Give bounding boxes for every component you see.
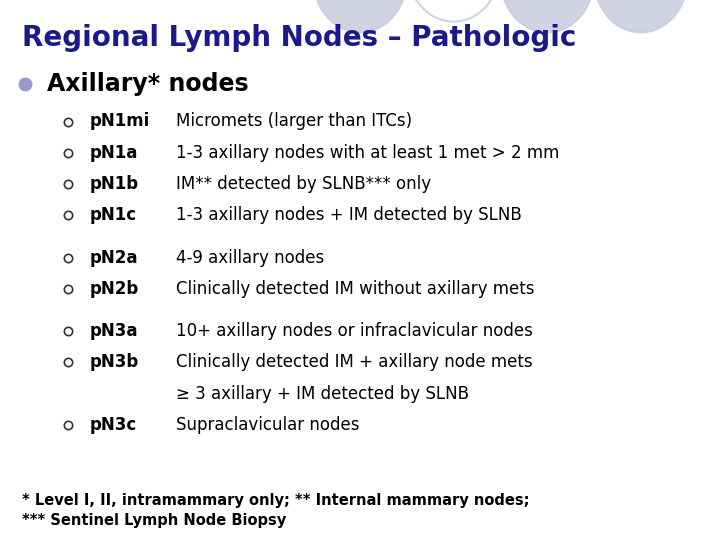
- Text: 4-9 axillary nodes: 4-9 axillary nodes: [176, 248, 325, 267]
- Text: 1-3 axillary nodes + IM detected by SLNB: 1-3 axillary nodes + IM detected by SLNB: [176, 206, 522, 225]
- Text: Clinically detected IM + axillary node mets: Clinically detected IM + axillary node m…: [176, 353, 533, 372]
- Text: pN1a: pN1a: [90, 144, 138, 162]
- Text: pN2b: pN2b: [90, 280, 139, 298]
- Ellipse shape: [594, 0, 688, 32]
- Text: IM** detected by SLNB*** only: IM** detected by SLNB*** only: [176, 175, 431, 193]
- Ellipse shape: [313, 0, 407, 32]
- Text: ≥ 3 axillary + IM detected by SLNB: ≥ 3 axillary + IM detected by SLNB: [176, 384, 469, 403]
- Text: pN1mi: pN1mi: [90, 112, 150, 131]
- Text: Supraclavicular nodes: Supraclavicular nodes: [176, 416, 360, 434]
- Text: pN1c: pN1c: [90, 206, 137, 225]
- Text: pN3a: pN3a: [90, 322, 138, 340]
- Text: pN2a: pN2a: [90, 248, 138, 267]
- Text: *** Sentinel Lymph Node Biopsy: *** Sentinel Lymph Node Biopsy: [22, 513, 286, 528]
- Text: pN3b: pN3b: [90, 353, 139, 372]
- Text: 10+ axillary nodes or infraclavicular nodes: 10+ axillary nodes or infraclavicular no…: [176, 322, 534, 340]
- Text: pN3c: pN3c: [90, 416, 138, 434]
- Ellipse shape: [500, 0, 594, 32]
- Text: Regional Lymph Nodes – Pathologic: Regional Lymph Nodes – Pathologic: [22, 24, 576, 52]
- Text: Clinically detected IM without axillary mets: Clinically detected IM without axillary …: [176, 280, 535, 298]
- Text: Axillary* nodes: Axillary* nodes: [47, 72, 248, 96]
- Text: 1-3 axillary nodes with at least 1 met > 2 mm: 1-3 axillary nodes with at least 1 met >…: [176, 144, 559, 162]
- Text: pN1b: pN1b: [90, 175, 139, 193]
- Text: Micromets (larger than ITCs): Micromets (larger than ITCs): [176, 112, 413, 131]
- Text: * Level I, II, intramammary only; ** Internal mammary nodes;: * Level I, II, intramammary only; ** Int…: [22, 492, 529, 508]
